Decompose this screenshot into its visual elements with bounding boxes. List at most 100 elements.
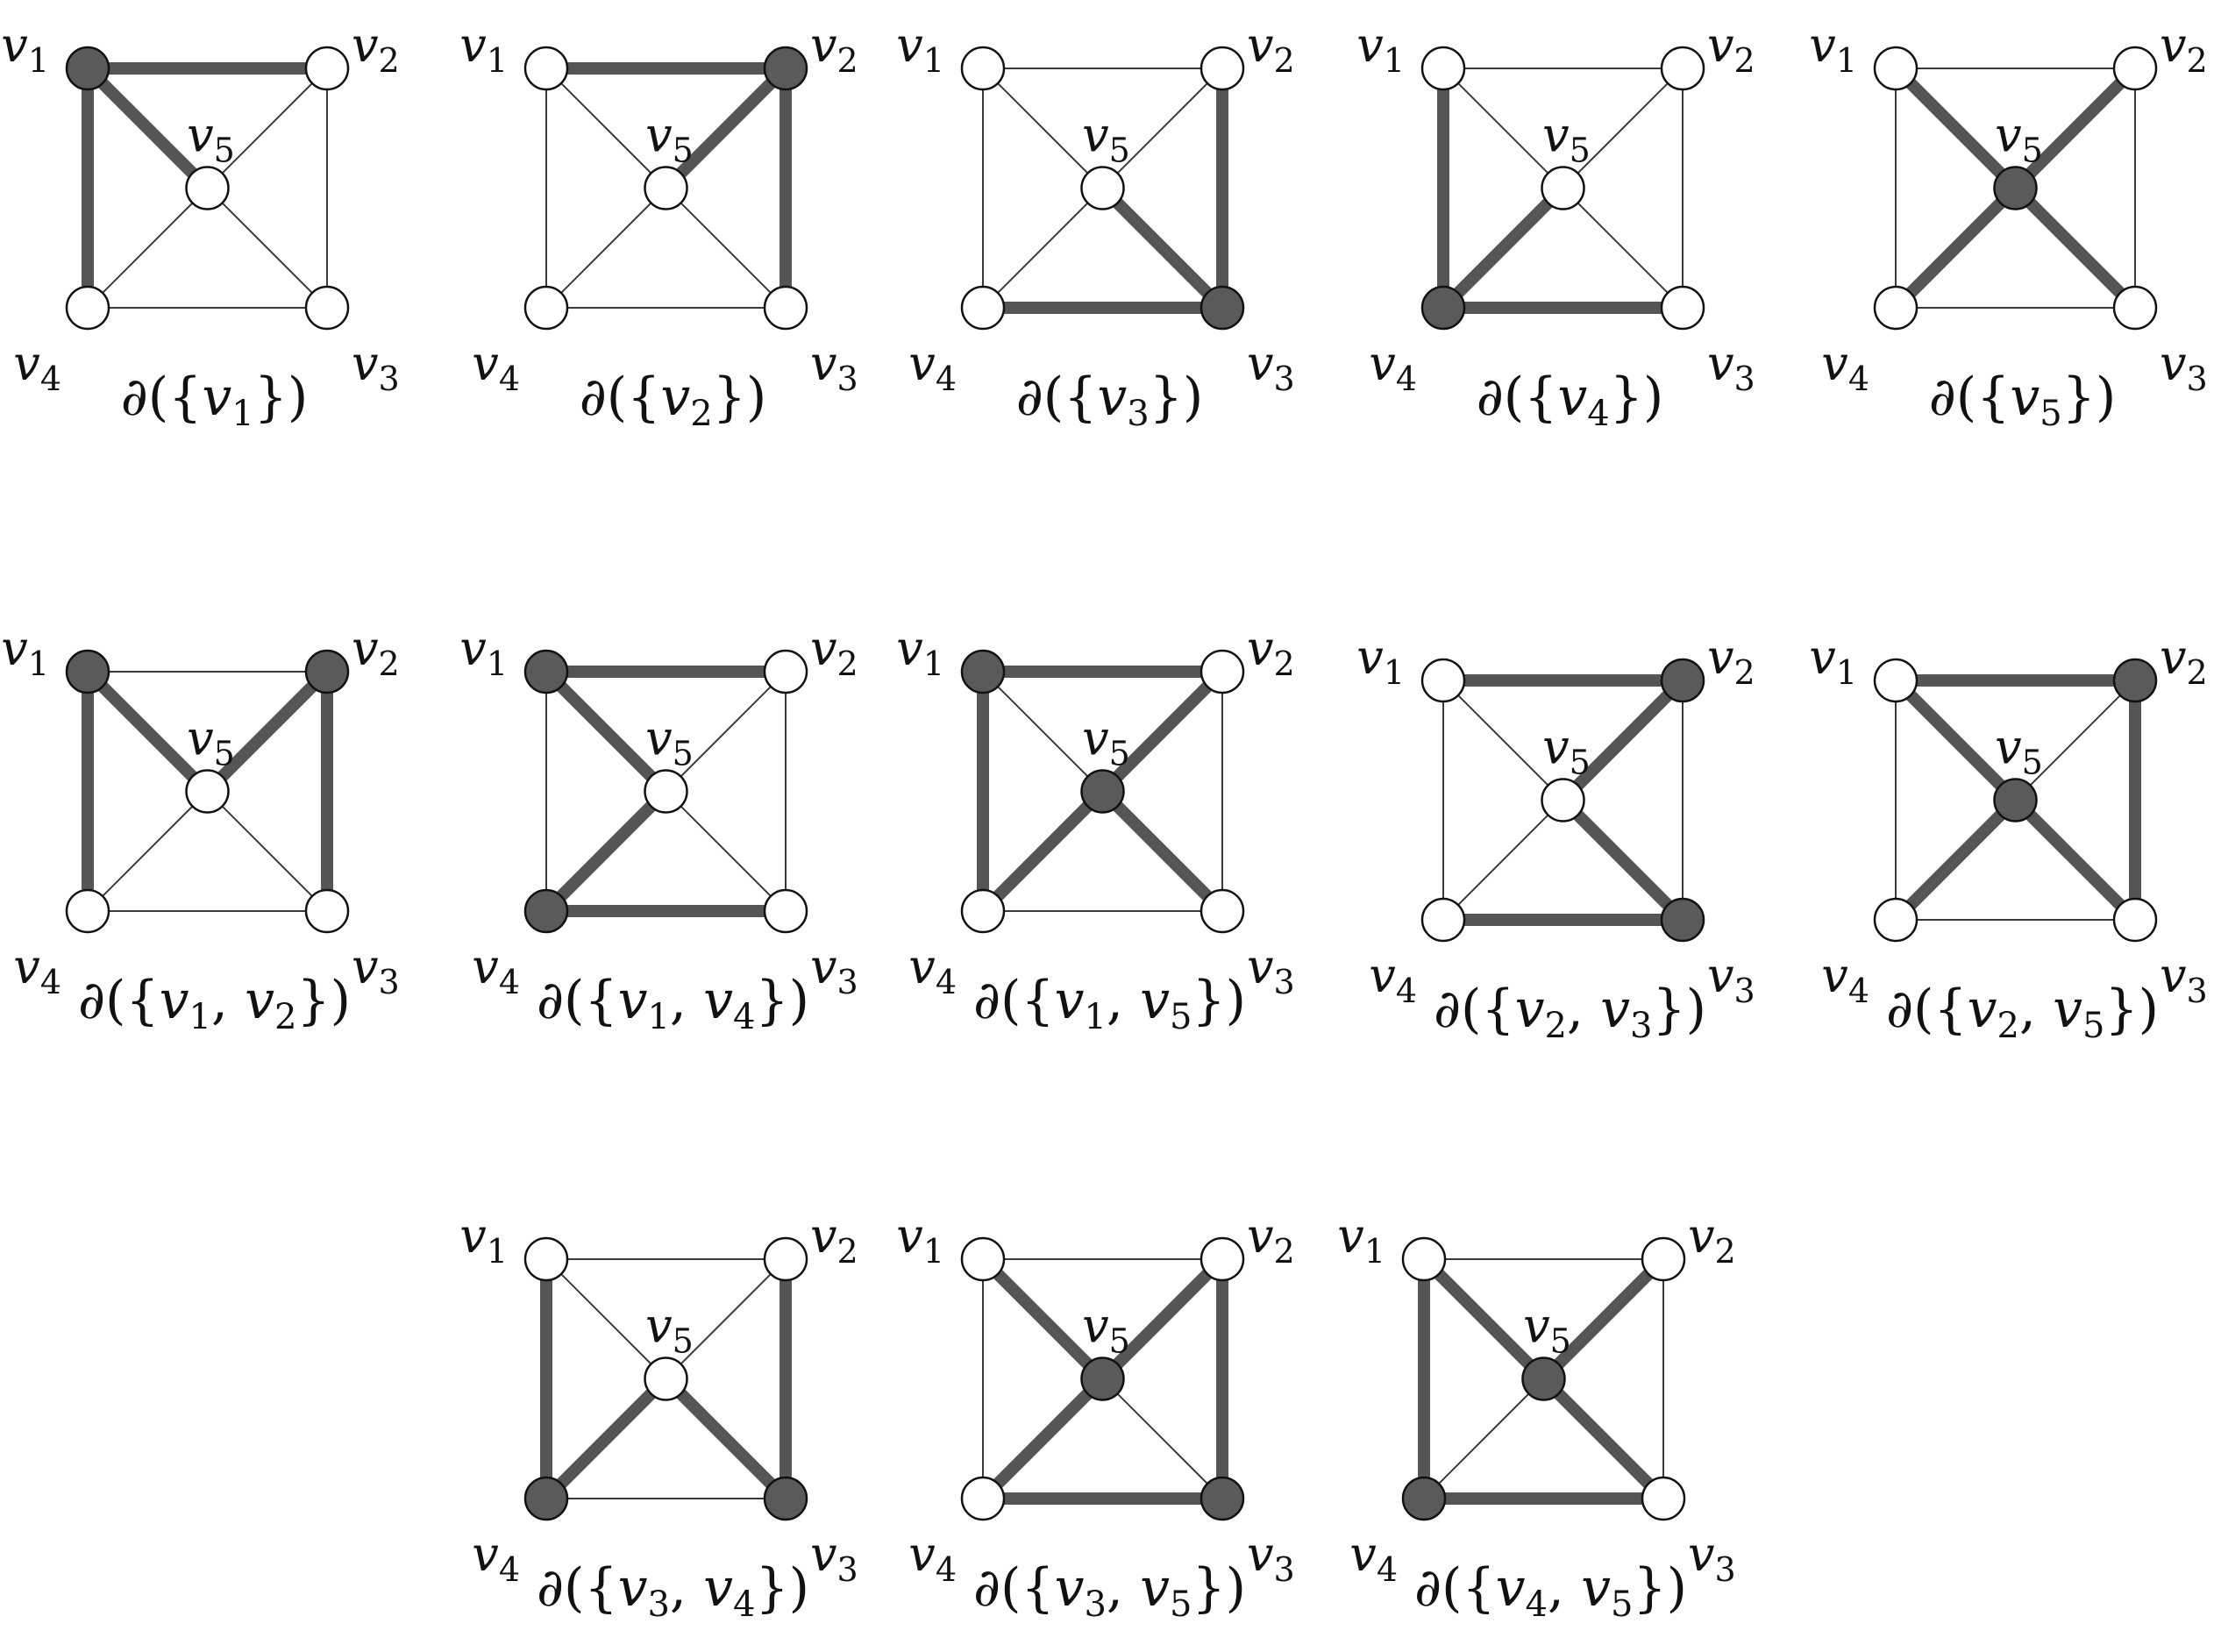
node-v1 bbox=[962, 651, 1004, 693]
vertex-label-v5: v5 bbox=[1082, 108, 1130, 170]
node-v4 bbox=[525, 287, 567, 329]
cut-edge-v4-v5 bbox=[1896, 189, 2016, 309]
vertex-label-v3: v3 bbox=[1688, 1527, 1736, 1589]
edge-v3-v5 bbox=[208, 189, 328, 309]
node-v1 bbox=[1403, 1238, 1445, 1280]
vertex-label-v1: v1 bbox=[459, 1208, 508, 1271]
panel-v3: v1 v2v3v4v5∂({v3}) bbox=[896, 18, 1294, 434]
node-v5 bbox=[1542, 167, 1584, 210]
node-v2 bbox=[306, 47, 348, 89]
node-v3 bbox=[2114, 899, 2156, 941]
vertex-label-v2: v2 bbox=[810, 18, 858, 80]
node-v2 bbox=[2114, 47, 2156, 89]
vertex-label-v3: v3 bbox=[810, 1527, 858, 1589]
vertex-label-v5: v5 bbox=[1523, 1299, 1571, 1361]
vertex-label-v3: v3 bbox=[1247, 1527, 1295, 1589]
node-v5 bbox=[645, 167, 687, 210]
vertex-label-v5: v5 bbox=[1542, 108, 1591, 170]
cut-caption: ∂({v1, v5}) bbox=[973, 970, 1246, 1037]
node-v4 bbox=[525, 890, 567, 932]
edge-v4-v5 bbox=[983, 189, 1103, 309]
node-v4 bbox=[67, 287, 109, 329]
edge-v4-v5 bbox=[546, 189, 666, 309]
vertex-label-v1: v1 bbox=[896, 621, 944, 683]
node-v1 bbox=[525, 47, 567, 89]
vertex-label-v5: v5 bbox=[645, 1299, 694, 1361]
cut-edge-v2-v5 bbox=[1103, 1259, 1223, 1379]
edge-v3-v5 bbox=[666, 792, 787, 912]
node-v1 bbox=[1875, 47, 1917, 89]
vertex-label-v2: v2 bbox=[1247, 18, 1295, 80]
edge-v3-v5 bbox=[1103, 1379, 1223, 1499]
node-v1 bbox=[525, 651, 567, 693]
edge-v3-v5 bbox=[1563, 189, 1684, 309]
cut-edge-v3-v5 bbox=[2016, 189, 2136, 309]
node-v1 bbox=[67, 47, 109, 89]
vertex-label-v2: v2 bbox=[2160, 18, 2208, 80]
node-v5 bbox=[645, 1358, 687, 1400]
node-v2 bbox=[306, 651, 348, 693]
node-v3 bbox=[1201, 1478, 1243, 1520]
node-v1 bbox=[962, 47, 1004, 89]
node-v5 bbox=[187, 167, 229, 210]
vertex-label-v3: v3 bbox=[1247, 336, 1295, 398]
node-v2 bbox=[1201, 1238, 1243, 1280]
vertex-label-v1: v1 bbox=[1337, 1208, 1385, 1271]
cut-caption: ∂({v5}) bbox=[1929, 367, 2117, 434]
vertex-label-v3: v3 bbox=[1707, 336, 1755, 398]
vertex-label-v1: v1 bbox=[1809, 630, 1857, 692]
vertex-label-v4: v4 bbox=[1349, 1527, 1398, 1589]
panel-v2-v5: v1 v2v3v4v5∂({v2, v5}) bbox=[1809, 630, 2207, 1046]
edge-v2-v5 bbox=[1563, 68, 1684, 189]
edge-v4-v5 bbox=[1443, 801, 1563, 921]
vertex-label-v2: v2 bbox=[1707, 630, 1755, 692]
node-v3 bbox=[765, 287, 807, 329]
node-v4 bbox=[67, 890, 109, 932]
cut-edge-v4-v5 bbox=[546, 1379, 666, 1499]
cut-edge-v2-v5 bbox=[1103, 672, 1223, 792]
edge-v2-v5 bbox=[666, 1259, 787, 1379]
panel-v4: v1 v2v3v4v5∂({v4}) bbox=[1356, 18, 1755, 434]
cut-caption: ∂({v3}) bbox=[1016, 367, 1204, 434]
vertex-label-v2: v2 bbox=[1688, 1208, 1736, 1271]
vertex-label-v4: v4 bbox=[13, 336, 61, 398]
vertex-label-v5: v5 bbox=[645, 711, 694, 773]
cut-edge-v2-v5 bbox=[2016, 68, 2136, 189]
node-v3 bbox=[2114, 287, 2156, 329]
cut-edge-v4-v5 bbox=[1896, 801, 2016, 921]
panel-v2-v3: v1 v2v3v4v5∂({v2, v3}) bbox=[1356, 630, 1755, 1046]
cut-edge-v2-v5 bbox=[208, 672, 328, 792]
vertex-label-v4: v4 bbox=[908, 939, 957, 1001]
node-v2 bbox=[1201, 47, 1243, 89]
cut-edge-v3-v5 bbox=[1563, 801, 1684, 921]
vertex-label-v3: v3 bbox=[1707, 948, 1755, 1010]
node-v3 bbox=[306, 287, 348, 329]
vertex-label-v5: v5 bbox=[1542, 720, 1591, 782]
cut-edge-v4-v5 bbox=[983, 792, 1103, 912]
node-v5 bbox=[1082, 771, 1124, 813]
vertex-label-v5: v5 bbox=[1082, 1299, 1130, 1361]
vertex-label-v1: v1 bbox=[1356, 630, 1405, 692]
node-v4 bbox=[962, 890, 1004, 932]
node-v5 bbox=[1542, 780, 1584, 822]
vertex-label-v3: v3 bbox=[2160, 336, 2208, 398]
node-v3 bbox=[765, 890, 807, 932]
node-v2 bbox=[765, 47, 807, 89]
cut-edge-v3-v5 bbox=[666, 1379, 787, 1499]
vertex-label-v3: v3 bbox=[1247, 939, 1295, 1001]
vertex-label-v3: v3 bbox=[810, 939, 858, 1001]
cut-edge-v2-v5 bbox=[1544, 1259, 1664, 1379]
node-v4 bbox=[1403, 1478, 1445, 1520]
cut-edge-v2-v5 bbox=[1563, 680, 1684, 801]
node-v1 bbox=[1875, 659, 1917, 701]
cut-caption: ∂({v1, v4}) bbox=[537, 970, 809, 1037]
node-v3 bbox=[1201, 287, 1243, 329]
node-v1 bbox=[962, 1238, 1004, 1280]
node-v4 bbox=[525, 1478, 567, 1520]
node-v4 bbox=[962, 1478, 1004, 1520]
node-v3 bbox=[1642, 1478, 1684, 1520]
cut-edge-v3-v5 bbox=[1103, 792, 1223, 912]
node-v5 bbox=[1082, 167, 1124, 210]
panel-v3-v5: v1 v2v3v4v5∂({v3, v5}) bbox=[896, 1208, 1294, 1625]
node-v2 bbox=[765, 1238, 807, 1280]
